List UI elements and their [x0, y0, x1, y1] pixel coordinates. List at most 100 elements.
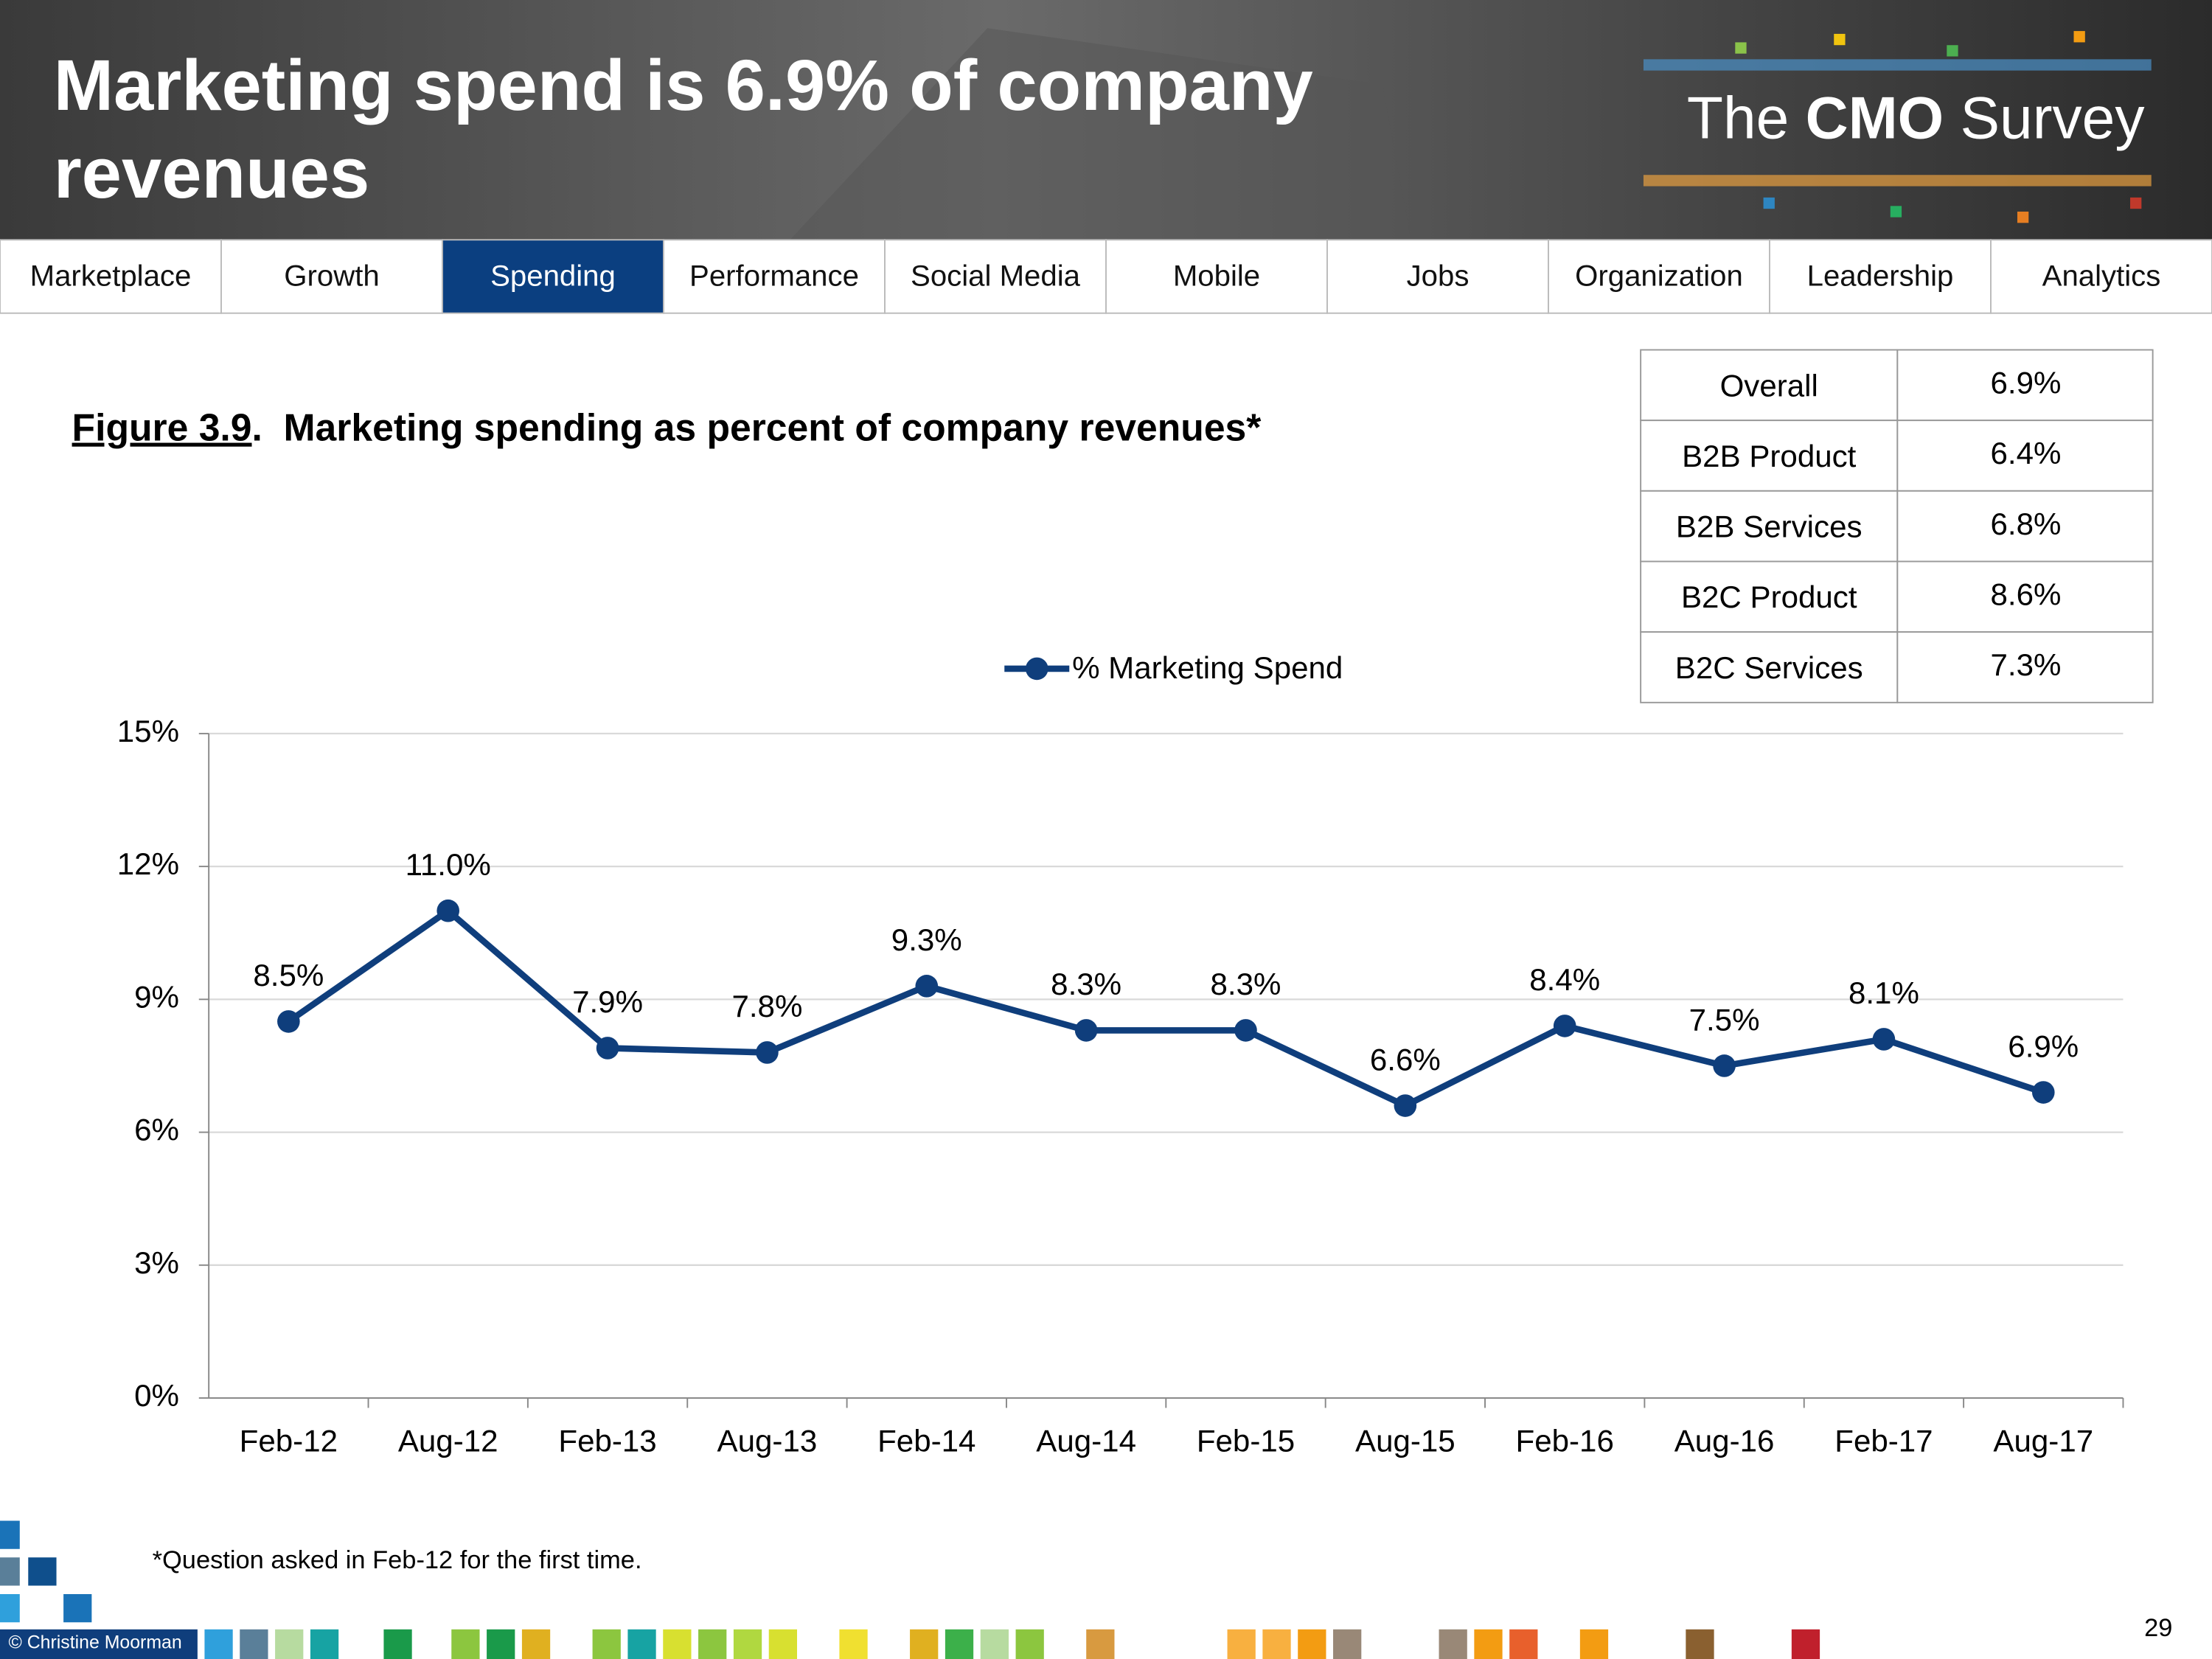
data-label: 8.3%	[1211, 967, 1281, 1001]
logo-pixels	[1643, 31, 2152, 223]
data-point	[2031, 1081, 2055, 1104]
data-label: 8.4%	[1529, 962, 1600, 997]
summary-table: Overall 6.9% B2B Product 6.4% B2B Services 6.…	[1640, 349, 2154, 703]
data-point	[1074, 1019, 1098, 1042]
data-label: 6.9%	[2008, 1029, 2079, 1063]
table-label: B2B Services	[1676, 509, 1863, 544]
nav-tab	[884, 239, 1107, 314]
x-tick-label: Feb-15	[1197, 1423, 1295, 1458]
table-label: Overall	[1720, 368, 1818, 403]
caption-label: Figure 3.9	[72, 406, 252, 448]
table-cell	[1640, 490, 1899, 563]
copyright: © Christine Moorman	[8, 1632, 181, 1653]
series-line	[286, 907, 2045, 1109]
x-tick-label: Aug-13	[717, 1423, 818, 1458]
x-tick-label: Feb-12	[240, 1423, 338, 1458]
legend-marker	[1025, 657, 1048, 681]
footnote: *Question asked in Feb-12 for the first …	[153, 1546, 642, 1574]
table-cell	[1896, 490, 2154, 563]
y-tick-label: 6%	[134, 1113, 179, 1147]
data-label: 7.8%	[731, 989, 802, 1023]
logo-pre: The	[1687, 86, 1806, 152]
table-cell	[1640, 631, 1899, 703]
data-point	[756, 1041, 779, 1064]
data-point	[277, 1010, 300, 1033]
nav-bar: Marketplace Growth Spending Performance Soci…	[0, 239, 2212, 314]
nav-tab	[1548, 239, 1770, 314]
y-tick-label: 0%	[134, 1378, 179, 1413]
nav-tab-label[interactable]: Growth	[284, 260, 379, 293]
y-tick-label: 15%	[117, 714, 179, 748]
table-cell	[1896, 420, 2154, 492]
y-tick-label: 3%	[134, 1245, 179, 1280]
data-point	[1234, 1019, 1257, 1042]
x-tick-label: Aug-15	[1355, 1423, 1455, 1458]
data-point	[1394, 1094, 1417, 1117]
x-tick-label: Aug-17	[1993, 1423, 2093, 1458]
data-label: 8.3%	[1051, 967, 1121, 1001]
data-label: 8.5%	[253, 958, 324, 992]
nav-tab	[1990, 239, 2212, 314]
data-label: 11.0%	[406, 847, 491, 882]
header-decor	[790, 28, 1411, 240]
figure-caption: Figure 3.9. Marketing spending as percen…	[72, 406, 1262, 448]
nav-tab-label[interactable]: Performance	[689, 260, 859, 293]
data-label: 6.6%	[1370, 1042, 1441, 1077]
data-point	[1553, 1015, 1576, 1037]
data-point	[1713, 1054, 1736, 1077]
x-tick-label: Aug-12	[398, 1423, 498, 1458]
table-value: 8.6%	[1990, 577, 2061, 611]
table-cell	[1640, 349, 1899, 422]
nav-tab-label[interactable]: Jobs	[1407, 260, 1470, 293]
nav-tab-label[interactable]: Mobile	[1173, 260, 1260, 293]
logo-post: Survey	[1944, 86, 2145, 152]
nav-tab-label[interactable]: Organization	[1575, 260, 1743, 293]
title-box: Marketing spend is 6.9% of company reven…	[53, 45, 1313, 213]
table-label: B2C Product	[1681, 580, 1857, 614]
y-tick-label: 9%	[134, 979, 179, 1014]
x-tick-label: Feb-14	[877, 1423, 975, 1458]
table-cell	[1640, 420, 1899, 492]
data-point	[437, 899, 460, 922]
nav-tab-label[interactable]: Spending	[490, 260, 616, 293]
y-tick-label: 12%	[117, 846, 179, 881]
page-number: 29	[2144, 1614, 2172, 1642]
caption-text: . Marketing spending as percent of compa…	[252, 406, 1262, 448]
legend-label: % Marketing Spend	[1072, 650, 1343, 685]
nav-tab-label[interactable]: Analytics	[2042, 260, 2161, 293]
nav-tab	[663, 239, 886, 314]
table-cell	[1640, 560, 1899, 633]
page-title: Marketing spend is 6.9% of company reven…	[53, 45, 1313, 213]
x-tick-label: Aug-14	[1036, 1423, 1136, 1458]
x-tick-label: Feb-13	[558, 1423, 656, 1458]
table-cell	[1896, 560, 2154, 633]
x-tick-label: Aug-16	[1674, 1423, 1775, 1458]
nav-tab	[442, 239, 664, 314]
footer-decor	[0, 1520, 1820, 1659]
data-label: 9.3%	[891, 922, 962, 957]
data-label: 7.9%	[572, 984, 643, 1019]
data-point	[1872, 1028, 1896, 1051]
table-cell	[1896, 631, 2154, 703]
nav-tab-label[interactable]: Leadership	[1807, 260, 1954, 293]
x-tick-label: Feb-17	[1834, 1423, 1933, 1458]
logo: The CMO Survey	[1687, 86, 2145, 152]
nav-tab	[1769, 239, 1992, 314]
table-cell	[1896, 349, 2154, 422]
x-tick-label: Feb-16	[1516, 1423, 1614, 1458]
nav-tab-label[interactable]: Marketplace	[30, 260, 192, 293]
table-value: 6.8%	[1990, 507, 2061, 541]
data-label: 7.5%	[1689, 1002, 1760, 1037]
data-point	[596, 1037, 619, 1060]
table-label: B2C Services	[1675, 650, 1863, 685]
nav-tab	[1105, 239, 1328, 314]
table-value: 6.4%	[1990, 436, 2061, 470]
table-value: 6.9%	[1990, 365, 2061, 400]
table-value: 7.3%	[1990, 647, 2061, 682]
table-label: B2B Product	[1682, 439, 1857, 473]
logo-bold: CMO	[1806, 86, 1944, 152]
data-point	[915, 975, 939, 998]
nav-tab-label[interactable]: Social Media	[911, 260, 1081, 293]
